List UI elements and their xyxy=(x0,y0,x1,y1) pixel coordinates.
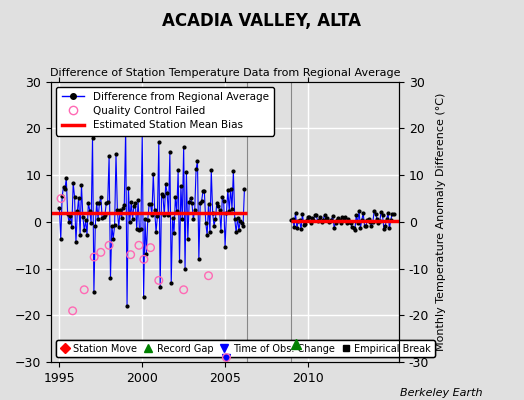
Point xyxy=(126,252,135,258)
Title: Difference of Station Temperature Data from Regional Average: Difference of Station Temperature Data f… xyxy=(50,68,400,78)
Text: Berkeley Earth: Berkeley Earth xyxy=(400,388,482,398)
Point xyxy=(222,354,231,361)
Point xyxy=(204,272,213,279)
Y-axis label: Monthly Temperature Anomaly Difference (°C): Monthly Temperature Anomaly Difference (… xyxy=(436,93,446,351)
Point xyxy=(146,244,155,251)
Text: ACADIA VALLEY, ALTA: ACADIA VALLEY, ALTA xyxy=(162,12,362,30)
Legend: Station Move, Record Gap, Time of Obs. Change, Empirical Break: Station Move, Record Gap, Time of Obs. C… xyxy=(56,340,435,358)
Point xyxy=(179,286,188,293)
Point xyxy=(69,308,77,314)
Point xyxy=(135,242,143,248)
Point xyxy=(96,249,105,256)
Point xyxy=(140,256,148,262)
Point xyxy=(80,286,89,293)
Point xyxy=(155,277,163,284)
Point xyxy=(90,254,99,260)
Point xyxy=(105,242,113,248)
Point xyxy=(223,345,231,352)
Point xyxy=(57,195,65,202)
